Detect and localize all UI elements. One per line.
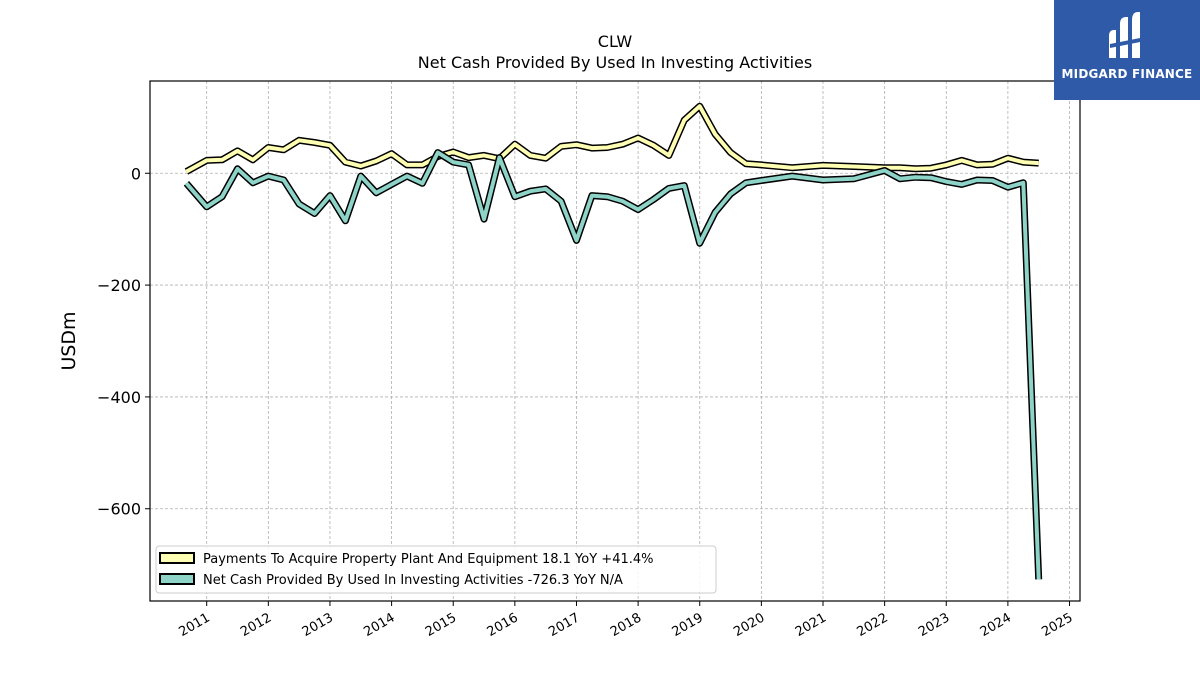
y-axis-ticks: 0 −200 −400 −600	[97, 164, 150, 519]
chart-title: CLW	[598, 32, 633, 51]
x-tick-label: 2018	[608, 610, 644, 640]
x-tick-label: 2024	[978, 610, 1014, 640]
legend-swatch-investing	[159, 573, 195, 585]
x-tick-label: 2025	[1039, 610, 1075, 640]
series-outline-1	[183, 149, 1043, 580]
brand-name: MIDGARD FINANCE	[1061, 67, 1193, 81]
y-tick-label: −600	[97, 500, 141, 519]
x-tick-label: 2011	[177, 610, 213, 640]
x-tick-label: 2015	[423, 610, 459, 640]
x-tick-label: 2014	[361, 610, 397, 640]
legend-label-capex: Payments To Acquire Property Plant And E…	[203, 552, 654, 567]
brand-logo: MIDGARD FINANCE	[1054, 0, 1200, 100]
midgard-logo-icon	[1054, 0, 1200, 100]
legend-box	[155, 545, 717, 594]
x-tick-label: 2019	[670, 610, 706, 640]
y-tick-label: −400	[97, 388, 141, 407]
x-tick-label: 2016	[485, 610, 521, 640]
x-tick-label: 2017	[546, 610, 582, 640]
x-tick-label: 2021	[793, 610, 829, 640]
x-tick-label: 2013	[300, 610, 336, 640]
x-tick-label: 2012	[238, 610, 274, 640]
series-outline-0	[184, 102, 1039, 175]
series-line-1	[184, 150, 1041, 580]
grid	[150, 81, 1080, 601]
x-tick-label: 2022	[854, 610, 890, 640]
legend-label-investing: Net Cash Provided By Used In Investing A…	[203, 573, 623, 588]
y-axis-label: USDm	[58, 311, 80, 370]
series-line-0	[185, 104, 1039, 174]
legend-swatch-capex	[159, 552, 195, 564]
series-lines	[183, 102, 1043, 580]
x-axis-ticks: 2011 2012 2013 2014 2015 2016 2017 2018 2019 2020…	[177, 601, 1076, 640]
legend: Payments To Acquire Property Plant And E…	[155, 545, 717, 594]
x-tick-label: 2020	[731, 610, 767, 640]
chart-subtitle: Net Cash Provided By Used In Investing A…	[418, 53, 812, 72]
x-tick-label: 2023	[916, 610, 952, 640]
y-tick-label: 0	[131, 164, 141, 183]
plot-frame	[149, 80, 1081, 602]
y-tick-label: −200	[97, 276, 141, 295]
